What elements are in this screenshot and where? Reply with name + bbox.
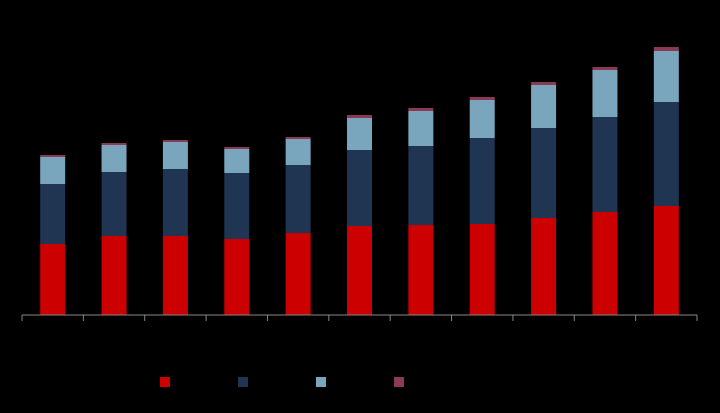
bar-segment xyxy=(653,206,679,315)
bar-segment xyxy=(101,145,127,172)
bar-segment xyxy=(653,47,679,51)
legend-swatch xyxy=(238,377,248,387)
bar-segment xyxy=(285,165,311,233)
bar-segment xyxy=(224,239,250,315)
bar-segment xyxy=(592,70,618,117)
bar-segment xyxy=(408,146,434,225)
bar-segment xyxy=(469,224,495,315)
bar-segment xyxy=(40,157,66,184)
bar-segment xyxy=(469,97,495,100)
bar-segment xyxy=(408,111,434,146)
bar-segment xyxy=(347,115,372,118)
bar-segment xyxy=(653,51,679,102)
bar-segment xyxy=(101,143,127,145)
bar-segment xyxy=(347,118,372,150)
bar-segment xyxy=(101,172,127,236)
bar-segment xyxy=(224,149,250,173)
legend-swatch xyxy=(160,377,170,387)
bar-segment xyxy=(531,85,557,128)
bar-segment xyxy=(101,236,127,315)
bar-segment xyxy=(224,147,250,149)
bar-segment xyxy=(592,212,618,315)
bar-segment xyxy=(162,169,188,236)
bar-segment xyxy=(347,150,372,226)
bar-segment xyxy=(592,117,618,212)
bar-segment xyxy=(347,226,372,315)
bar-segment xyxy=(285,137,311,139)
bar-segment xyxy=(408,225,434,315)
bar-segment xyxy=(224,173,250,239)
bar-segment xyxy=(469,100,495,138)
bar-segment xyxy=(285,139,311,165)
bar-segment xyxy=(531,82,557,85)
bar-segment xyxy=(162,236,188,315)
bar-segment xyxy=(285,233,311,315)
bar-segment xyxy=(162,142,188,169)
legend-swatch xyxy=(316,377,326,387)
bar-segment xyxy=(40,244,66,315)
bar-segment xyxy=(40,184,66,244)
bar-segment xyxy=(162,140,188,142)
bar-segment xyxy=(653,102,679,206)
bar-segment xyxy=(531,128,557,218)
legend-swatch xyxy=(394,377,404,387)
bar-segment xyxy=(469,138,495,224)
bar-segment xyxy=(40,155,66,157)
bar-segment xyxy=(531,218,557,315)
bar-segment xyxy=(592,67,618,70)
bar-segment xyxy=(408,108,434,111)
